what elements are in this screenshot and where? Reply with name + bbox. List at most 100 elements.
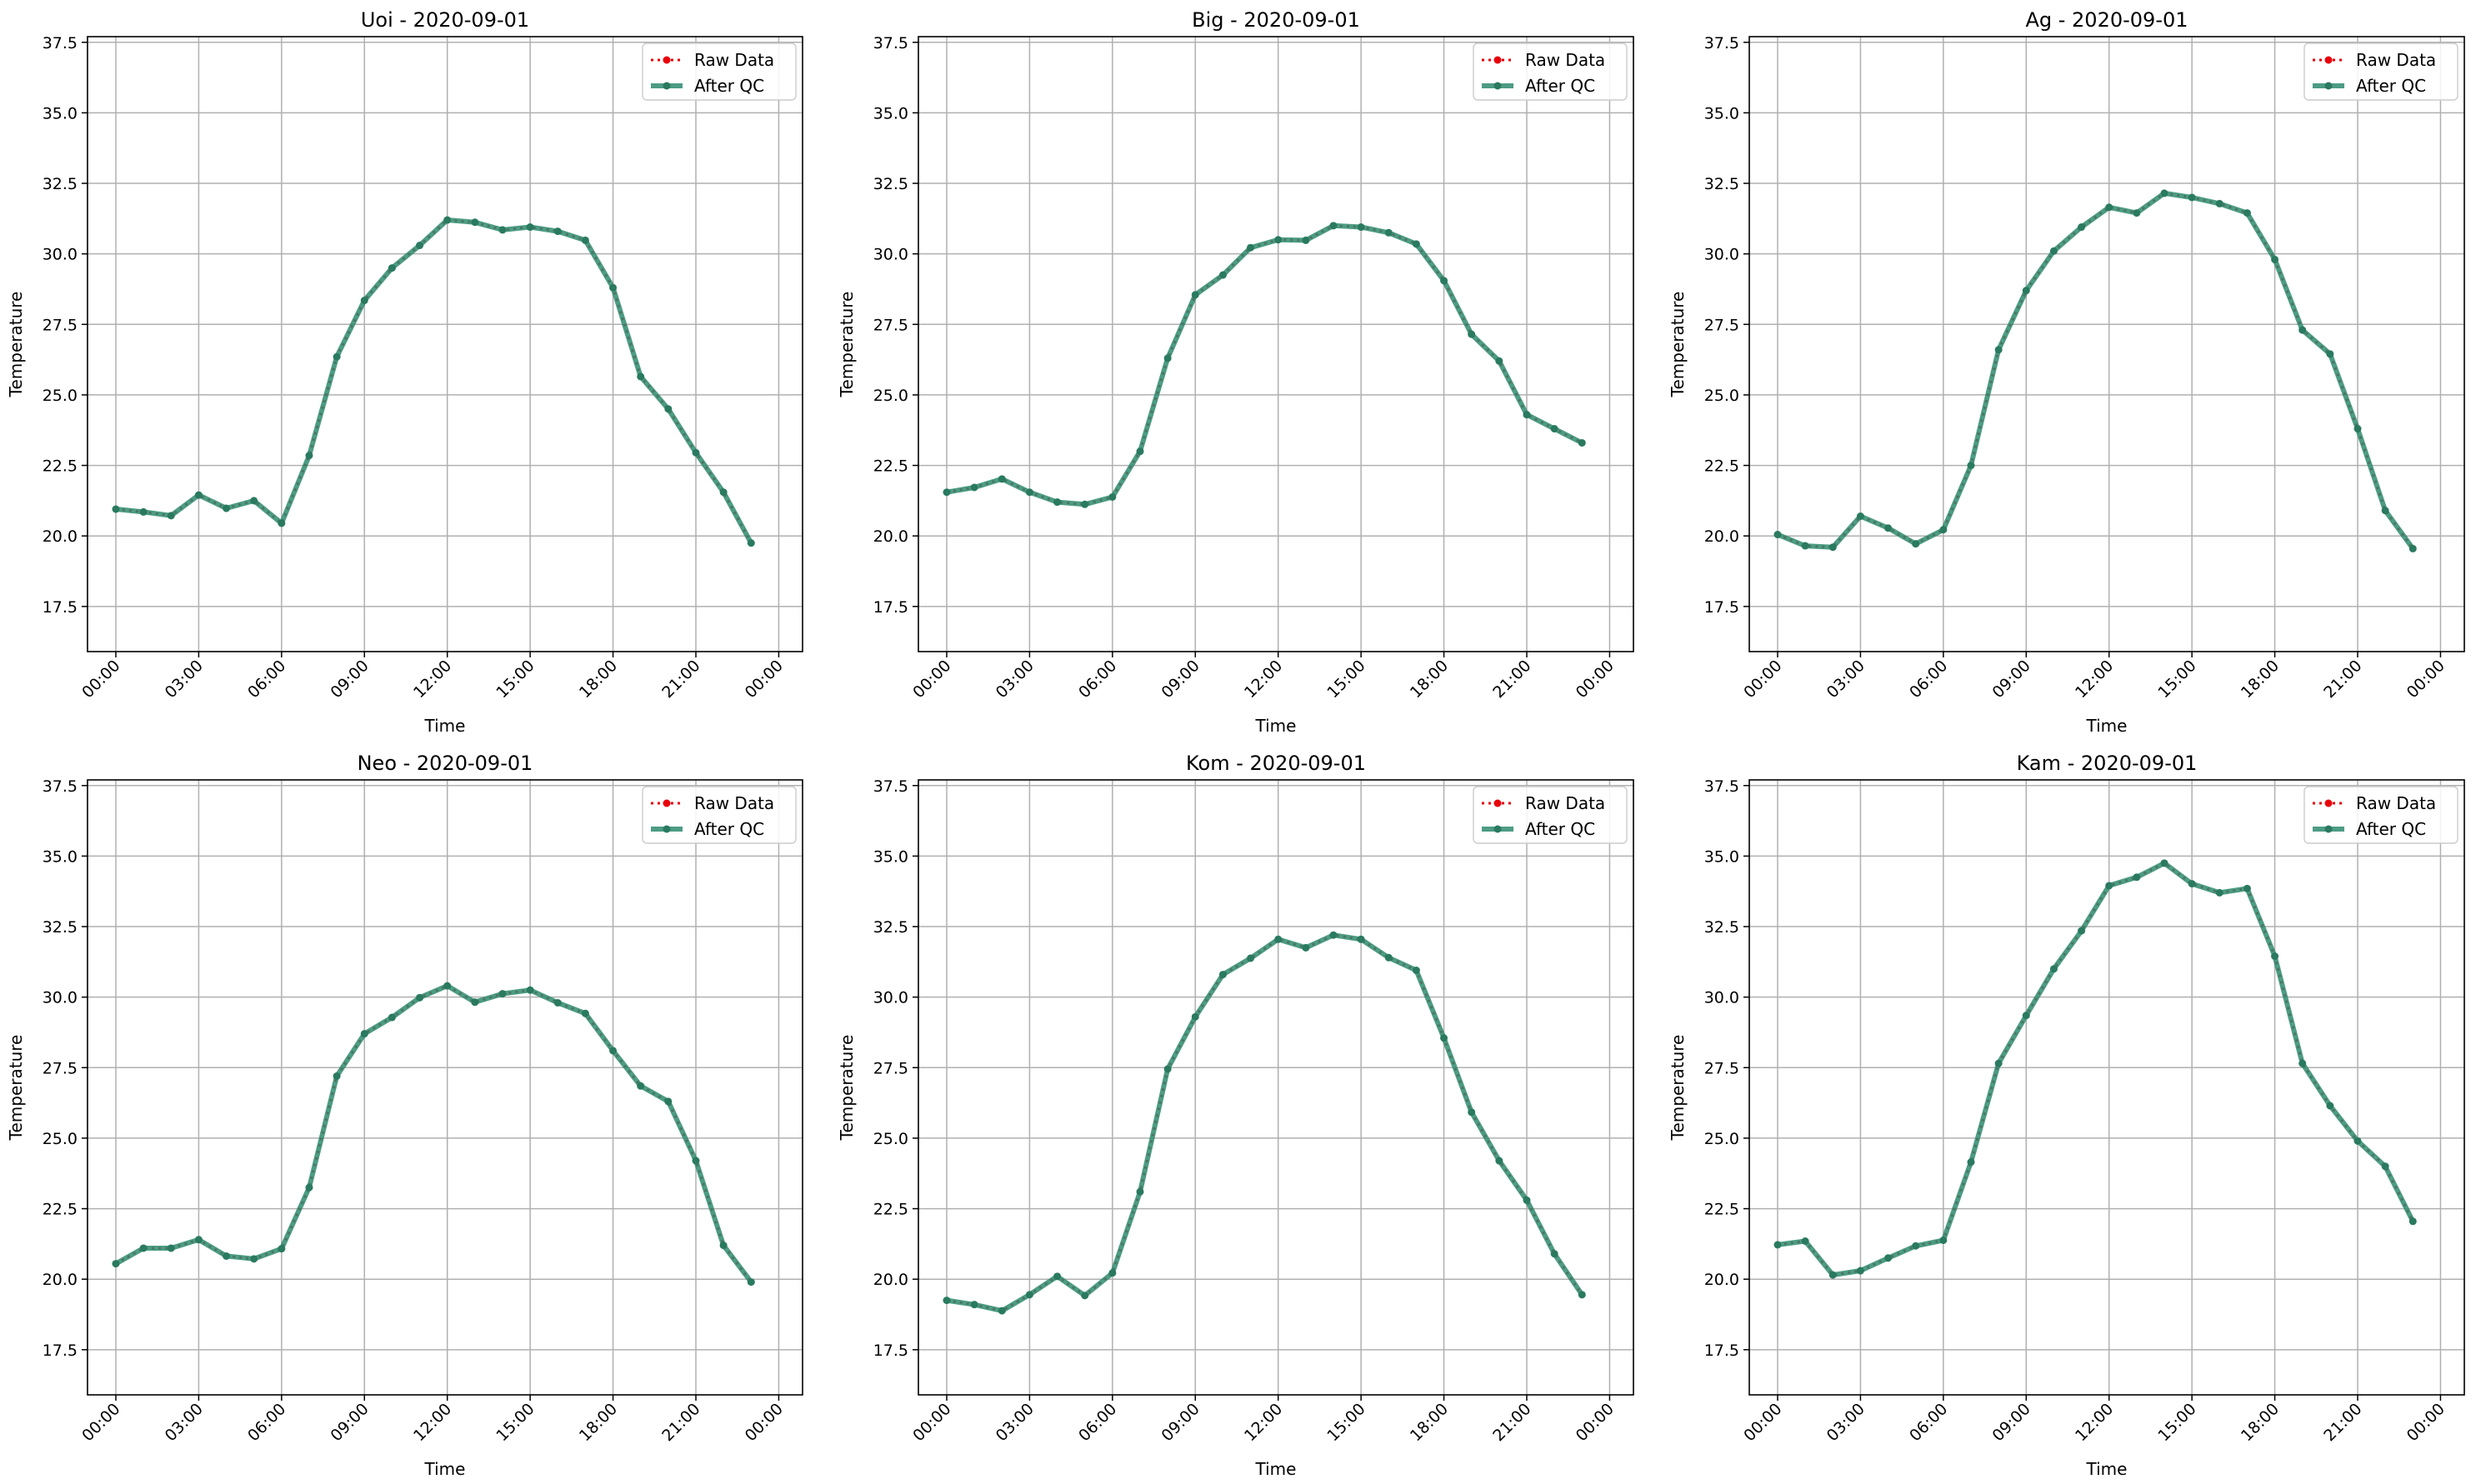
series-line-qc — [1777, 860, 2415, 1278]
subplot-title: Kom - 2020-09-01 — [1186, 752, 1366, 775]
data-point-qc — [1329, 222, 1338, 230]
x-axis-label: Time — [424, 1459, 466, 1479]
data-point-qc — [194, 1236, 203, 1244]
data-point-qc — [2133, 209, 2141, 217]
data-point-qc — [112, 1260, 120, 1268]
x-tick-label: 21:00 — [658, 1400, 703, 1445]
data-point-qc — [167, 1244, 175, 1252]
data-point-qc — [2188, 193, 2196, 202]
legend-label-qc: After QC — [1525, 819, 1595, 839]
data-point-qc — [1191, 1012, 1199, 1021]
legend-marker-raw — [1493, 56, 1502, 64]
data-point-qc — [998, 1307, 1006, 1315]
y-tick-label: 20.0 — [43, 527, 78, 546]
legend-label-raw: Raw Data — [694, 793, 774, 813]
series-line-qc — [946, 222, 1583, 507]
series-line-qc — [946, 932, 1584, 1314]
data-point-qc — [2133, 873, 2141, 882]
data-point-qc — [2049, 247, 2058, 255]
legend-marker-raw — [2324, 799, 2333, 807]
data-point-qc — [637, 1082, 645, 1090]
series-line-qc — [1776, 190, 2415, 551]
data-point-qc — [250, 1255, 258, 1263]
data-point-qc — [1912, 540, 1920, 548]
data-point-qc — [1136, 1187, 1144, 1196]
data-point-qc — [1302, 236, 1310, 244]
y-tick-label: 22.5 — [1704, 457, 1739, 476]
legend-label-raw: Raw Data — [1525, 50, 1605, 70]
data-point-qc — [1384, 228, 1393, 237]
y-tick-label: 20.0 — [43, 1271, 78, 1289]
axes-frame — [87, 36, 803, 652]
legend-label-qc: After QC — [2356, 819, 2426, 839]
subplot-4: Kom - 2020-09-01 17.5 20.0 22.5 25.0 27.5 30.0… — [837, 752, 1634, 1479]
x-tick-label: 00:00 — [1573, 1400, 1618, 1445]
data-point-qc — [1468, 1108, 1476, 1117]
series-line-raw — [1777, 862, 2414, 1277]
data-point-qc — [747, 1278, 755, 1287]
data-point-qc — [526, 986, 534, 994]
data-point-qc — [2243, 209, 2251, 217]
data-point-qc — [1357, 935, 1365, 943]
x-tick-label: 18:00 — [2238, 1400, 2283, 1445]
x-axis-label: Time — [2086, 716, 2128, 736]
data-point-qc — [2271, 255, 2279, 263]
y-tick-label: 25.0 — [43, 1130, 78, 1148]
x-tick-label: 12:00 — [2072, 1400, 2117, 1445]
x-tick-label: 06:00 — [1906, 657, 1951, 702]
x-tick-label: 00:00 — [909, 657, 954, 702]
x-tick-label: 06:00 — [1906, 1400, 1951, 1445]
axes-frame — [918, 36, 1634, 652]
x-tick-label: 12:00 — [410, 1400, 455, 1445]
y-tick-label: 32.5 — [43, 175, 78, 193]
axes-frame — [918, 779, 1634, 1396]
data-point-qc — [1967, 462, 1975, 470]
data-point-qc — [1828, 1271, 1837, 1279]
data-point-qc — [2160, 859, 2168, 867]
data-point-qc — [333, 352, 341, 361]
y-tick-label: 27.5 — [1704, 316, 1739, 334]
x-tick-label: 00:00 — [2403, 1400, 2448, 1445]
y-tick-label: 20.0 — [1704, 1271, 1739, 1289]
y-axis-label: Temperature — [1668, 1035, 1688, 1142]
data-point-qc — [1384, 953, 1393, 962]
y-tick-label: 25.0 — [1704, 387, 1739, 405]
data-point-qc — [692, 448, 700, 457]
legend-marker-raw — [1493, 799, 1502, 807]
y-tick-label: 37.5 — [1704, 34, 1739, 52]
y-tick-label: 27.5 — [873, 316, 908, 334]
series-line-qc — [115, 217, 753, 545]
y-tick-label: 30.0 — [873, 246, 908, 264]
data-point-qc — [637, 372, 645, 381]
data-point-qc — [1218, 271, 1227, 279]
data-point-qc — [719, 488, 728, 497]
y-tick-label: 37.5 — [873, 777, 908, 796]
legend: Raw Data After QC — [642, 42, 797, 101]
data-point-qc — [416, 993, 424, 1002]
x-tick-label: 06:00 — [1075, 1400, 1120, 1445]
x-tick-label: 15:00 — [1323, 1400, 1368, 1445]
data-point-qc — [692, 1157, 700, 1165]
data-point-qc — [278, 1245, 286, 1253]
legend-label-qc: After QC — [694, 76, 764, 96]
data-point-qc — [1440, 277, 1448, 285]
x-tick-label: 09:00 — [1158, 1400, 1203, 1445]
legend-marker-qc — [663, 82, 671, 90]
x-tick-label: 18:00 — [576, 1400, 621, 1445]
y-tick-label: 37.5 — [1704, 777, 1739, 796]
data-point-qc — [970, 483, 978, 492]
y-tick-label: 37.5 — [873, 34, 908, 52]
legend-label-raw: Raw Data — [1525, 793, 1605, 813]
y-tick-label: 22.5 — [873, 1201, 908, 1219]
y-tick-label: 35.0 — [873, 847, 908, 866]
data-point-qc — [2215, 888, 2223, 897]
legend-label-raw: Raw Data — [2356, 50, 2436, 70]
y-tick-label: 25.0 — [873, 387, 908, 405]
data-point-qc — [278, 519, 286, 527]
data-point-qc — [1081, 500, 1089, 508]
data-point-qc — [1108, 1269, 1117, 1277]
data-point-qc — [498, 990, 507, 998]
y-tick-label: 27.5 — [43, 1059, 78, 1077]
data-point-qc — [2049, 965, 2058, 973]
x-tick-label: 12:00 — [2072, 657, 2117, 702]
